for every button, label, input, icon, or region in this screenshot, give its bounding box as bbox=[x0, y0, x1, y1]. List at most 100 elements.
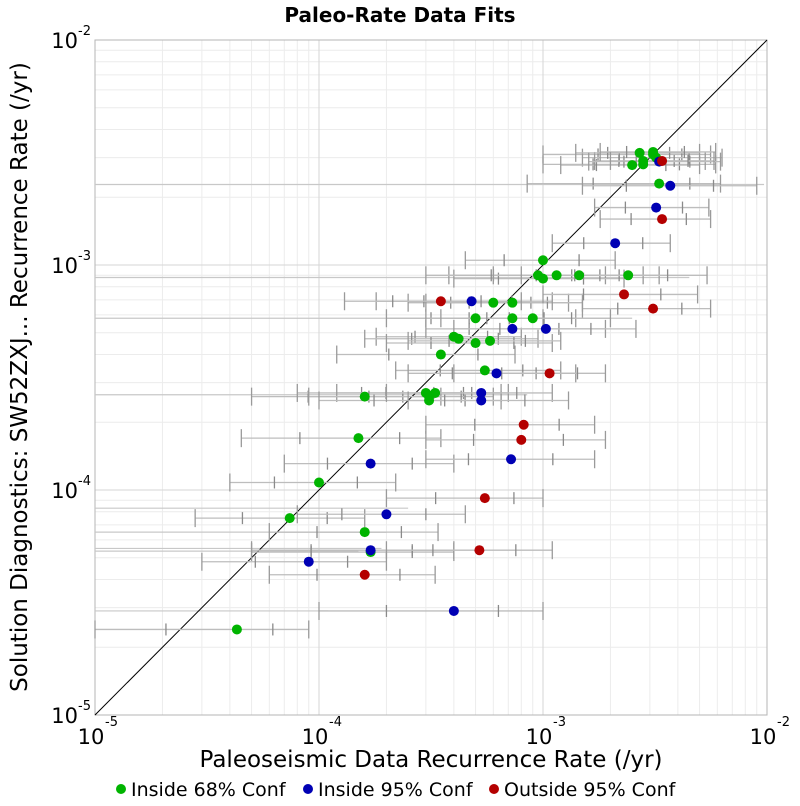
data-point bbox=[476, 387, 487, 398]
error-bar bbox=[268, 523, 439, 542]
x-tick-label: 10 bbox=[526, 725, 553, 749]
data-point bbox=[485, 335, 496, 346]
data-point bbox=[435, 296, 446, 307]
data-point bbox=[538, 255, 548, 266]
data-point bbox=[470, 338, 481, 349]
y-axis-ticks: 10-510-410-310-2 bbox=[51, 24, 91, 728]
data-point bbox=[359, 527, 370, 538]
legend-marker-inside-95 bbox=[303, 784, 313, 794]
legend-marker-outside-95 bbox=[489, 784, 499, 794]
data-point bbox=[314, 477, 324, 488]
error-bar bbox=[407, 391, 570, 410]
legend-marker-inside-68 bbox=[116, 784, 126, 794]
chart-title: Paleo-Rate Data Fits bbox=[284, 3, 515, 27]
data-point bbox=[538, 273, 548, 284]
data-point bbox=[623, 270, 634, 281]
data-point bbox=[359, 569, 370, 580]
data-point bbox=[381, 509, 392, 520]
data-point bbox=[365, 458, 376, 469]
data-point bbox=[648, 146, 659, 157]
error-bar bbox=[599, 210, 712, 229]
y-tick-label: 10 bbox=[51, 704, 78, 728]
error-bar bbox=[581, 299, 712, 318]
error-bar bbox=[425, 415, 596, 434]
data-point bbox=[518, 419, 529, 430]
data-point bbox=[479, 493, 490, 504]
data-point bbox=[435, 349, 446, 360]
error-bar bbox=[385, 541, 553, 560]
data-point bbox=[506, 454, 517, 465]
data-point bbox=[453, 333, 464, 344]
y-tick-label: 10 bbox=[51, 29, 78, 53]
legend-label-outside-95: Outside 95% Conf bbox=[504, 779, 677, 801]
x-tick-label: 10 bbox=[302, 725, 329, 749]
legend-label-inside-95: Inside 95% Conf bbox=[318, 779, 474, 801]
plot-frame bbox=[94, 39, 768, 716]
y-tick-exponent: -3 bbox=[78, 249, 91, 264]
data-point bbox=[303, 556, 314, 567]
x-tick-label: 10 bbox=[750, 725, 777, 749]
y-tick-exponent: -5 bbox=[78, 699, 91, 714]
data-point bbox=[359, 391, 370, 402]
error-bar bbox=[395, 361, 562, 380]
data-point bbox=[657, 155, 668, 166]
x-tick-exponent: -4 bbox=[329, 715, 342, 730]
data-point bbox=[638, 155, 649, 166]
data-point bbox=[507, 297, 518, 308]
data-point bbox=[474, 545, 485, 556]
error-bar bbox=[385, 489, 544, 508]
x-tick-exponent: -2 bbox=[777, 715, 790, 730]
data-point bbox=[516, 434, 527, 445]
data-point bbox=[540, 323, 551, 334]
data-point bbox=[657, 214, 668, 225]
data-point bbox=[648, 303, 659, 314]
error-bar bbox=[268, 565, 436, 584]
data-point bbox=[665, 180, 676, 191]
x-tick-exponent: -5 bbox=[105, 715, 118, 730]
data-point bbox=[634, 147, 645, 158]
error-bar bbox=[385, 334, 553, 353]
error-bar bbox=[240, 429, 442, 448]
data-point bbox=[479, 365, 490, 376]
error-bar bbox=[318, 601, 544, 620]
data-point bbox=[284, 513, 295, 524]
legend-label-inside-68: Inside 68% Conf bbox=[131, 779, 287, 801]
grid bbox=[94, 39, 768, 716]
data-point bbox=[365, 545, 376, 556]
error-bar bbox=[526, 174, 722, 193]
data-point bbox=[654, 178, 665, 189]
y-tick-exponent: -2 bbox=[78, 24, 91, 39]
data-point bbox=[551, 270, 562, 281]
data-point bbox=[491, 368, 502, 379]
data-point bbox=[470, 313, 481, 324]
error-bar bbox=[94, 620, 310, 639]
legend: Inside 68% Conf Inside 95% Conf Outside … bbox=[116, 779, 677, 801]
data-point bbox=[627, 160, 638, 171]
y-tick-exponent: -4 bbox=[78, 474, 91, 489]
data-point bbox=[651, 202, 662, 213]
x-axis-label: Paleoseismic Data Recurrence Rate (/yr) bbox=[200, 747, 663, 773]
error-bar bbox=[296, 505, 466, 524]
data-point bbox=[353, 433, 364, 444]
data-point bbox=[507, 313, 518, 324]
data-point bbox=[574, 270, 585, 281]
y-tick-label: 10 bbox=[51, 254, 78, 278]
data-point bbox=[619, 289, 630, 300]
error-bar bbox=[440, 309, 612, 328]
data-point bbox=[231, 624, 242, 635]
data-point bbox=[476, 395, 487, 406]
y-axis-label: Solution Diagnostics: SW52ZXJ... Recurre… bbox=[7, 62, 33, 692]
x-tick-exponent: -3 bbox=[553, 715, 566, 730]
data-point bbox=[424, 395, 435, 406]
error-bar bbox=[453, 364, 607, 383]
data-point bbox=[527, 313, 538, 324]
data-point bbox=[466, 296, 477, 307]
error-bar bbox=[336, 345, 516, 364]
error-bar bbox=[425, 430, 607, 449]
y-tick-label: 10 bbox=[51, 479, 78, 503]
data-point bbox=[507, 323, 518, 334]
data-point bbox=[488, 297, 499, 308]
data-point bbox=[448, 605, 459, 616]
